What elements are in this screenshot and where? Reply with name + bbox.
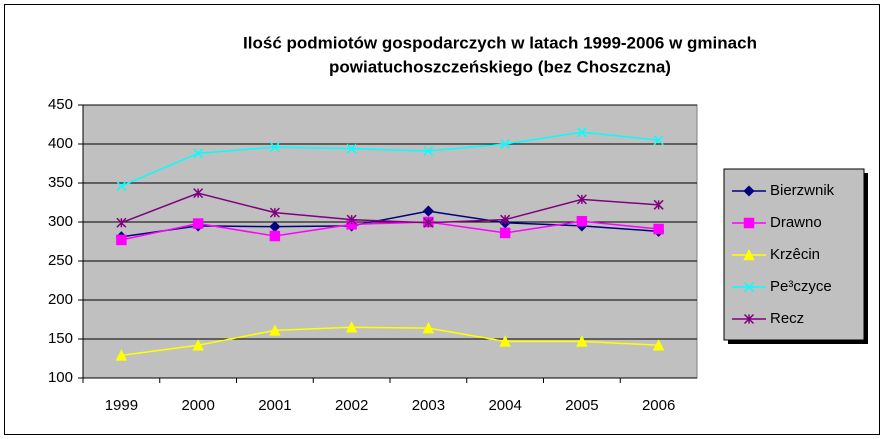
marker (500, 214, 511, 225)
marker (423, 145, 434, 157)
legend-label: Krzêcin (770, 246, 820, 263)
y-tick-label: 100 (48, 369, 73, 386)
x-tick-label: 2003 (412, 397, 445, 414)
plot-area (82, 104, 698, 379)
x-tick-label: 1999 (105, 397, 138, 414)
legend-label: Drawno (770, 214, 822, 231)
y-tick-label: 400 (48, 135, 73, 152)
y-tick-label: 350 (48, 174, 73, 191)
marker (653, 223, 664, 235)
marker (576, 215, 588, 227)
chart-title: Ilość podmiotów gospodarczych w latach 1… (243, 33, 757, 52)
marker (743, 217, 755, 229)
y-tick-label: 450 (48, 96, 73, 113)
marker (500, 138, 511, 150)
marker (269, 324, 281, 336)
marker (192, 339, 204, 351)
marker (652, 339, 665, 351)
marker (499, 335, 511, 347)
y-tick-label: 150 (48, 330, 73, 347)
x-tick-label: 2005 (565, 397, 598, 414)
chart-title: powiatuchoszczeńskiego (bez Choszczna) (329, 57, 671, 76)
marker (345, 321, 358, 333)
marker (192, 218, 204, 229)
marker (116, 234, 127, 246)
marker (576, 194, 587, 205)
marker (269, 142, 280, 153)
marker (115, 349, 128, 361)
marker (193, 188, 204, 199)
marker (346, 143, 357, 154)
marker (116, 217, 127, 228)
series-line (121, 220, 659, 241)
legend-label: Recz (770, 310, 804, 327)
series-line (121, 326, 659, 357)
x-tick-label: 2006 (642, 397, 675, 414)
marker (346, 214, 357, 225)
marker (116, 181, 127, 192)
marker (193, 148, 204, 159)
marker (576, 335, 588, 347)
marker (576, 127, 587, 138)
legend-label: Bierzwnik (770, 182, 835, 199)
marker (743, 248, 755, 261)
marker (422, 321, 435, 334)
marker (269, 230, 281, 242)
series-line (121, 192, 659, 224)
x-tick-label: 2001 (258, 397, 291, 414)
marker (743, 313, 755, 325)
marker (499, 227, 511, 239)
y-tick-label: 200 (48, 291, 73, 308)
marker (653, 135, 664, 146)
marker (269, 207, 280, 218)
marker (422, 205, 434, 217)
y-tick-label: 250 (48, 252, 73, 269)
marker (743, 281, 755, 293)
marker (653, 199, 664, 210)
marker (423, 217, 434, 228)
y-tick-label: 300 (48, 213, 73, 230)
series-line (121, 131, 659, 187)
x-tick-label: 2002 (335, 397, 368, 414)
x-tick-label: 2004 (488, 397, 521, 414)
marker (743, 185, 755, 197)
legend-label: Pe³czyce (770, 278, 832, 295)
x-tick-label: 2000 (181, 397, 214, 414)
